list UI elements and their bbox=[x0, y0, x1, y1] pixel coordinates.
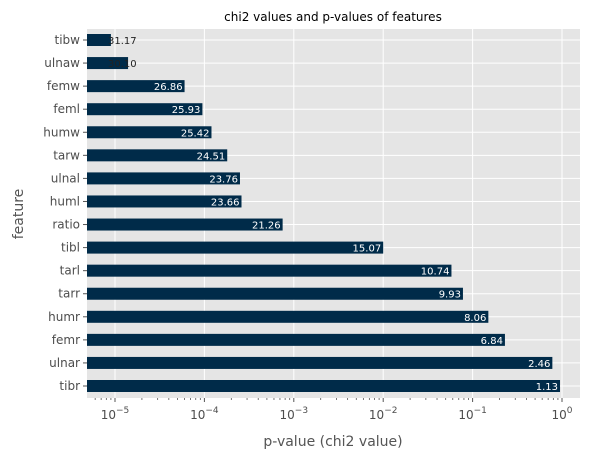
bar-label-humw: 25.42 bbox=[181, 128, 210, 139]
y-tick-label-feml: feml bbox=[53, 102, 80, 116]
y-tick-label-tibr: tibr bbox=[59, 379, 80, 393]
y-tick-label-tibl: tibl bbox=[61, 241, 80, 255]
y-ticks: tibw ulnaw femw feml humw tarw ulnal huml ratio t… bbox=[43, 33, 87, 393]
bar-femr bbox=[87, 333, 505, 346]
bar-label-tarr: 9.93 bbox=[439, 290, 461, 301]
bar-label-tibw: 31.17 bbox=[108, 36, 137, 47]
y-tick-label-ratio: ratio bbox=[52, 218, 80, 232]
bar-label-tibr: 1.13 bbox=[536, 382, 558, 393]
bar-femw bbox=[87, 80, 185, 93]
y-tick-label-femw: femw bbox=[47, 79, 80, 93]
bar-label-femw: 26.86 bbox=[154, 82, 183, 93]
bar-label-feml: 25.93 bbox=[172, 105, 201, 116]
bar-tibw bbox=[87, 34, 111, 46]
x-tick-label: 10−3 bbox=[280, 406, 309, 422]
bar-label-tarl: 10.74 bbox=[421, 267, 450, 278]
x-ticks: 10−5 10−4 10−3 10−2 10−1 100 bbox=[94, 398, 573, 422]
bar-humw bbox=[87, 126, 212, 139]
y-tick-label-ulnal: ulnal bbox=[51, 171, 80, 185]
x-axis-label: p-value (chi2 value) bbox=[263, 434, 402, 450]
y-tick-label-ulnaw: ulnaw bbox=[44, 56, 80, 70]
chart-title: chi2 values and p-values of features bbox=[224, 10, 442, 24]
bar-label-ulnaw: 30.10 bbox=[108, 59, 137, 70]
y-tick-label-humw: humw bbox=[43, 125, 80, 139]
bar-label-tibl: 15.07 bbox=[353, 244, 382, 255]
bar-ratio bbox=[87, 218, 283, 231]
bar-tibl bbox=[87, 241, 384, 254]
bar-label-tarw: 24.51 bbox=[197, 151, 226, 162]
y-axis-label: feature bbox=[11, 189, 27, 240]
x-tick-label: 10−1 bbox=[458, 406, 487, 422]
bar-tibr bbox=[87, 380, 561, 392]
x-tick-label: 10−5 bbox=[101, 406, 130, 422]
y-tick-label-femr: femr bbox=[52, 333, 80, 347]
bar-label-femr: 6.84 bbox=[481, 336, 503, 347]
y-tick-label-huml: huml bbox=[50, 194, 80, 208]
bar-label-humr: 8.06 bbox=[464, 313, 486, 324]
bar-tarl bbox=[87, 264, 452, 277]
y-tick-label-tarw: tarw bbox=[53, 148, 80, 162]
x-tick-label: 10−4 bbox=[190, 406, 219, 422]
bar-label-ratio: 21.26 bbox=[252, 221, 281, 232]
bar-ulnaw bbox=[87, 57, 129, 70]
y-tick-label-ulnar: ulnar bbox=[49, 356, 80, 370]
y-tick-label-tarr: tarr bbox=[58, 287, 80, 301]
bars: 31.17 30.10 26.86 25.93 25.42 24.51 23.76 23.66… bbox=[87, 34, 561, 393]
bar-tarr bbox=[87, 287, 463, 300]
bar-huml bbox=[87, 195, 242, 208]
x-tick-label: 10−2 bbox=[369, 406, 398, 422]
bar-label-ulnal: 23.76 bbox=[209, 174, 238, 185]
bar-ulnal bbox=[87, 172, 240, 185]
bar-ulnar bbox=[87, 356, 553, 369]
bar-humr bbox=[87, 310, 489, 323]
x-tick-label: 100 bbox=[551, 406, 572, 422]
bar-label-huml: 23.66 bbox=[211, 197, 240, 208]
bar-feml bbox=[87, 103, 203, 116]
y-tick-label-tibw: tibw bbox=[55, 33, 81, 47]
y-tick-label-humr: humr bbox=[48, 310, 80, 324]
y-tick-label-tarl: tarl bbox=[60, 264, 80, 278]
bar-label-ulnar: 2.46 bbox=[528, 359, 550, 370]
bar-tarw bbox=[87, 149, 228, 162]
